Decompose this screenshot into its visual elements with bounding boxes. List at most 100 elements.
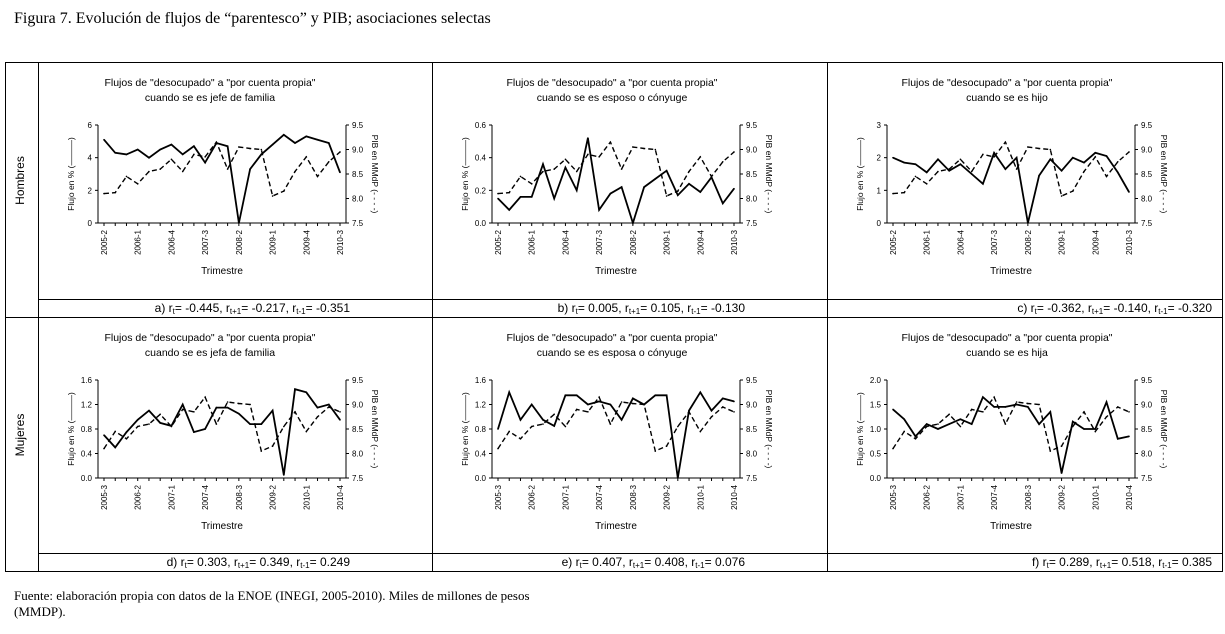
data-point-pib xyxy=(654,450,657,452)
x-axis-title: Trimestre xyxy=(595,521,637,532)
data-point-pib xyxy=(643,147,645,150)
data-point-pib xyxy=(497,192,499,195)
data-point-pib xyxy=(733,151,735,153)
data-point-pib xyxy=(283,425,285,428)
data-point-pib xyxy=(260,450,263,452)
series-line-flujo xyxy=(497,137,735,227)
data-point-pib xyxy=(327,406,330,408)
tick-label-right: 8.5 xyxy=(352,425,364,434)
tick-label-right: 9.5 xyxy=(1141,121,1153,130)
correlation-caption: e) rt= 0.407, rt+1= 0.408, rt-1= 0.076 xyxy=(562,555,746,570)
data-point-pib xyxy=(114,430,117,433)
tick-label-x: 2006-2 xyxy=(923,484,932,509)
series-line-pib xyxy=(892,140,1130,197)
data-point-pib xyxy=(970,408,973,411)
data-point-flujo xyxy=(575,394,578,397)
tick-label-left: 2.0 xyxy=(870,376,882,385)
chart-title: Flujos de "desocupado" a "por cuenta pro… xyxy=(506,332,717,344)
tick-label-left: 1.0 xyxy=(870,425,882,434)
data-point-flujo xyxy=(542,163,544,165)
tick-label-x: 2009-1 xyxy=(663,229,672,254)
tick-label-x: 2010-3 xyxy=(1125,229,1134,254)
data-point-pib xyxy=(937,423,939,425)
tick-label-x: 2008-3 xyxy=(629,484,638,509)
data-point-pib xyxy=(170,425,173,428)
tick-label-x: 2006-4 xyxy=(956,229,965,254)
chart-title: Flujos de "desocupado" a "por cuenta pro… xyxy=(506,77,717,89)
data-point-flujo xyxy=(148,156,150,159)
tick-label-x: 2008-2 xyxy=(1024,229,1033,254)
data-point-pib xyxy=(1105,415,1108,418)
y-axis-title-right: PIB en MMdP (- - - -) xyxy=(370,135,380,214)
data-point-flujo xyxy=(327,403,330,406)
series-line-flujo xyxy=(497,389,735,479)
data-point-flujo xyxy=(159,422,161,424)
chart-title: cuando se es jefa de familia xyxy=(145,347,275,359)
data-point-flujo xyxy=(271,143,274,146)
tick-label-x: 2009-2 xyxy=(1058,484,1067,509)
data-point-flujo xyxy=(1049,158,1052,161)
data-point-flujo xyxy=(204,428,206,430)
tick-label-left: 0.4 xyxy=(475,450,487,459)
data-point-flujo xyxy=(294,142,296,144)
data-point-flujo xyxy=(1049,411,1052,413)
data-point-flujo xyxy=(970,423,973,425)
data-point-pib xyxy=(925,425,928,428)
data-point-pib xyxy=(530,425,533,428)
data-point-pib xyxy=(733,411,735,413)
tick-label-left: 1.2 xyxy=(81,401,93,410)
y-axis-title-left: Flujo en % (———) xyxy=(460,392,470,466)
data-point-pib xyxy=(181,408,184,411)
tick-label-left: 0.8 xyxy=(475,425,487,434)
row-label: Mujeres xyxy=(13,414,27,457)
tick-label-x: 2006-2 xyxy=(528,484,537,509)
data-point-flujo xyxy=(993,406,995,408)
data-point-pib xyxy=(103,192,105,195)
data-point-pib xyxy=(1094,156,1097,158)
tick-label-x: 2010-1 xyxy=(696,484,705,509)
tick-label-x: 2007-4 xyxy=(595,484,604,509)
source-mmdp: (MMDP). xyxy=(14,604,66,619)
y-axis-title-left: Flujo en % (———) xyxy=(855,137,865,211)
tick-label-right: 8.5 xyxy=(746,425,758,434)
chart-panel: Flujos de "desocupado" a "por cuenta pro… xyxy=(66,77,380,316)
data-point-pib xyxy=(959,425,962,428)
data-point-pib xyxy=(530,183,533,185)
tick-label-left: 0.5 xyxy=(870,450,882,459)
data-point-pib xyxy=(970,170,973,173)
data-point-flujo xyxy=(609,192,612,195)
data-point-flujo xyxy=(1027,406,1029,408)
data-point-pib xyxy=(677,190,679,192)
data-point-pib xyxy=(609,141,612,143)
data-point-flujo xyxy=(914,163,917,165)
tick-label-x: 2007-3 xyxy=(595,229,604,254)
data-point-flujo xyxy=(136,148,139,151)
tick-label-right: 9.0 xyxy=(352,146,364,155)
data-point-pib xyxy=(1128,151,1130,153)
source-enoe: ENOE xyxy=(237,588,273,603)
data-point-flujo xyxy=(215,406,218,409)
data-point-pib xyxy=(249,403,251,406)
data-point-flujo xyxy=(903,161,906,164)
tick-label-x: 2010-4 xyxy=(1125,484,1134,509)
data-point-flujo xyxy=(136,419,139,421)
data-point-flujo xyxy=(598,209,600,211)
data-point-pib xyxy=(1128,411,1130,413)
data-point-flujo xyxy=(587,137,589,139)
x-axis-title: Trimestre xyxy=(990,521,1032,532)
data-point-pib xyxy=(1083,411,1085,413)
data-point-flujo xyxy=(665,169,668,172)
tick-label-x: 2009-1 xyxy=(1058,229,1067,254)
data-point-pib xyxy=(643,403,645,406)
data-point-pib xyxy=(170,158,173,161)
tick-label-x: 2006-2 xyxy=(134,484,143,509)
chart-panel: Flujos de "desocupado" a "por cuenta pro… xyxy=(855,332,1212,570)
x-axis-title: Trimestre xyxy=(201,266,243,277)
data-point-flujo xyxy=(982,396,984,398)
series-line-pib xyxy=(103,395,341,452)
correlation-caption: d) rt= 0.303, rt+1= 0.349, rt-1= 0.249 xyxy=(167,555,351,570)
data-point-pib xyxy=(519,438,522,440)
data-point-flujo xyxy=(316,138,319,141)
chart-panel: Flujos de "desocupado" a "por cuenta pro… xyxy=(855,77,1212,316)
data-point-flujo xyxy=(892,156,894,159)
